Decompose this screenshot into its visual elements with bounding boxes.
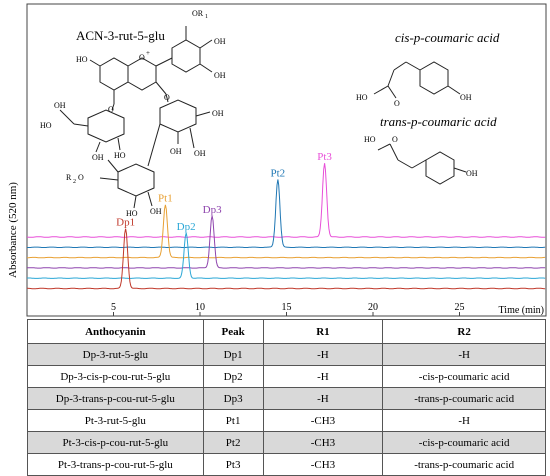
trace-dp3	[26, 215, 546, 269]
cell-name: Dp-3-trans-p-cou-rut-5-glu	[27, 387, 204, 410]
cell-peak: Pt3	[202, 453, 264, 476]
svg-text:OH: OH	[194, 149, 206, 158]
svg-text:OH: OH	[170, 147, 182, 156]
trace-dp2	[27, 232, 546, 279]
acn-structure	[59, 26, 213, 209]
cell-peak: Pt2	[202, 431, 264, 454]
svg-text:OH: OH	[54, 101, 66, 110]
svg-text:O: O	[392, 135, 398, 144]
trace-pt2	[27, 179, 546, 248]
svg-text:HO: HO	[114, 151, 126, 160]
trans-coumaric-structure	[377, 143, 467, 185]
table-row: Dp-3-cis-p-cou-rut-5-glu Dp2 -H -cis-p-c…	[27, 365, 546, 388]
svg-text:O: O	[108, 105, 114, 114]
trans-coumaric-label: trans-p-coumaric acid	[380, 114, 497, 129]
svg-text:HO: HO	[364, 135, 376, 144]
svg-text:HO: HO	[126, 209, 138, 218]
x-tick-label: 25	[455, 302, 465, 313]
svg-text:OH: OH	[150, 207, 162, 216]
peak-label-pt1: Pt1	[158, 193, 173, 205]
table-row: Pt-3-rut-5-glu Pt1 -CH3 -H	[27, 409, 546, 432]
cell-r1: -H	[262, 365, 384, 388]
cell-peak: Dp3	[202, 387, 264, 410]
peak-label-dp1: Dp1	[116, 217, 135, 229]
acn-label: ACN-3-rut-5-glu	[76, 28, 165, 43]
cell-peak: Pt1	[202, 409, 264, 432]
svg-text:OH: OH	[212, 109, 224, 118]
svg-text:O: O	[78, 173, 84, 182]
svg-text:OH: OH	[460, 93, 472, 102]
peak-label-dp2: Dp2	[177, 221, 196, 233]
table-row: Pt-3-cis-p-cou-rut-5-glu Pt2 -CH3 -cis-p…	[27, 431, 546, 454]
svg-text:OH: OH	[214, 37, 226, 46]
cis-coumaric-structure	[373, 61, 461, 99]
cell-name: Pt-3-cis-p-cou-rut-5-glu	[27, 431, 204, 454]
x-tick-label: 15	[282, 302, 292, 313]
svg-text:O: O	[394, 99, 400, 108]
cell-r1: -H	[262, 387, 384, 410]
table-row: Dp-3-trans-p-cou-rut-5-glu Dp3 -H -trans…	[27, 387, 546, 410]
cell-r2: -cis-p-coumaric acid	[382, 431, 546, 454]
y-axis-label: Absorbance (520 nm)	[7, 182, 19, 278]
peak-label-dp3: Dp3	[203, 204, 222, 216]
cell-name: Dp-3-rut-5-glu	[27, 343, 204, 366]
trans-atom-labels: HO O OH	[364, 135, 478, 178]
table-header-row: Anthocyanin Peak R1 R2	[27, 319, 546, 344]
x-axis-label: Time (min)	[499, 305, 544, 316]
cell-r2: -H	[382, 409, 546, 432]
trace-dp1	[27, 228, 546, 290]
cell-r1: -CH3	[262, 409, 384, 432]
svg-text:O: O	[164, 93, 170, 102]
cell-r2: -trans-p-coumaric acid	[382, 453, 546, 476]
svg-text:1: 1	[205, 14, 208, 20]
trace-pt3	[26, 163, 546, 238]
acn-atom-labels: OR 1 OH OH HO O + O O HO OH OH HO OH OH OH…	[40, 9, 226, 218]
svg-text:OH: OH	[466, 169, 478, 178]
peak-labels: Dp1 Pt1 Dp2 Dp3 Pt2 Pt3	[116, 151, 332, 233]
cell-name: Pt-3-rut-5-glu	[27, 409, 204, 432]
table-row: Dp-3-rut-5-glu Dp1 -H -H	[27, 343, 546, 366]
svg-text:HO: HO	[356, 93, 368, 102]
col-header-r1: R1	[262, 319, 384, 344]
svg-text:OR: OR	[192, 9, 204, 18]
peak-label-pt3: Pt3	[317, 151, 332, 163]
cis-coumaric-label: cis-p-coumaric acid	[395, 30, 500, 45]
svg-text:OH: OH	[214, 71, 226, 80]
cell-r1: -CH3	[262, 431, 384, 454]
cell-name: Dp-3-cis-p-cou-rut-5-glu	[27, 365, 204, 388]
anthocyanin-table: Anthocyanin Peak R1 R2 Dp-3-rut-5-glu Dp…	[27, 319, 546, 476]
cell-r1: -H	[262, 343, 384, 366]
svg-text:OH: OH	[92, 153, 104, 162]
peak-label-pt2: Pt2	[271, 167, 286, 179]
svg-text:R: R	[66, 173, 72, 182]
x-tick-label: 5	[111, 302, 116, 313]
x-ticks: 5 10 15 20 25	[111, 302, 465, 316]
cell-r1: -CH3	[262, 453, 384, 476]
svg-text:+: +	[146, 49, 150, 57]
cell-name: Pt-3-trans-p-cou-rut-5-glu	[27, 453, 204, 476]
x-tick-label: 20	[368, 302, 378, 313]
trace-pt1	[27, 204, 546, 259]
svg-text:O: O	[139, 53, 145, 62]
table-row: Pt-3-trans-p-cou-rut-5-glu Pt3 -CH3 -tra…	[27, 453, 546, 476]
cis-atom-labels: HO O OH	[356, 93, 472, 108]
traces	[26, 163, 546, 290]
col-header-r2: R2	[382, 319, 546, 344]
col-header-anthocyanin: Anthocyanin	[27, 319, 204, 344]
x-tick-label: 10	[195, 302, 205, 313]
cell-peak: Dp2	[202, 365, 264, 388]
cell-peak: Dp1	[202, 343, 264, 366]
col-header-peak: Peak	[202, 319, 264, 344]
svg-text:2: 2	[73, 179, 76, 185]
plot-frame	[26, 3, 547, 317]
cell-r2: -trans-p-coumaric acid	[382, 387, 546, 410]
cell-r2: -cis-p-coumaric acid	[382, 365, 546, 388]
svg-text:HO: HO	[76, 55, 88, 64]
cell-r2: -H	[382, 343, 546, 366]
svg-text:HO: HO	[40, 121, 52, 130]
